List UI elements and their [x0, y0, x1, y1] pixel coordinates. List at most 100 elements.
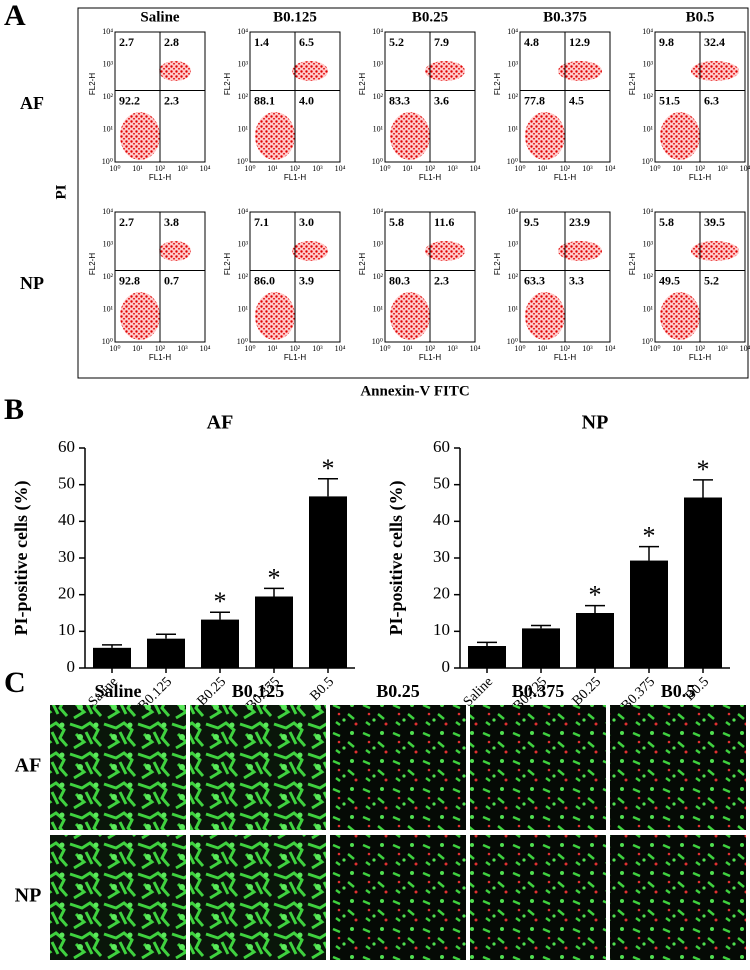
- quadrant-value: 92.8: [119, 273, 140, 287]
- x-tick-label: 10⁴: [335, 344, 346, 353]
- y-tick-label: 10²: [643, 272, 654, 281]
- x-tick-label: 10⁰: [244, 344, 255, 353]
- y-axis-label: FL2-H: [493, 73, 502, 95]
- y-tick-label: 60: [58, 437, 75, 456]
- y-tick-label: 10³: [508, 239, 519, 248]
- micrograph: [50, 705, 186, 830]
- cell-cluster: [292, 241, 328, 261]
- x-tick-label: 10⁴: [335, 164, 346, 173]
- y-tick-label: 20: [58, 584, 75, 603]
- x-axis-label: FL1-H: [419, 173, 441, 182]
- x-tick-label: 10³: [312, 164, 323, 173]
- x-tick-label: 10³: [177, 164, 188, 173]
- x-axis-label: FL1-H: [149, 353, 171, 362]
- x-tick-label: B0.5: [308, 674, 338, 704]
- cell-cluster: [660, 292, 700, 340]
- x-tick-label: 10¹: [672, 344, 683, 353]
- y-tick-label: 10⁰: [372, 157, 383, 166]
- quadrant-value: 6.5: [299, 35, 314, 49]
- x-tick-label: 10¹: [402, 164, 413, 173]
- quadrant-value: 2.3: [164, 93, 179, 107]
- x-tick-label: 10⁴: [605, 344, 616, 353]
- quadrant-value: 3.6: [434, 93, 449, 107]
- quadrant-value: 5.8: [659, 215, 674, 229]
- quadrant-value: 86.0: [254, 273, 275, 287]
- cell-cluster: [425, 241, 465, 261]
- column-header: B0.25: [412, 9, 448, 25]
- x-tick-label: 10²: [695, 344, 706, 353]
- row-label: AF: [20, 93, 44, 113]
- quadrant-value: 88.1: [254, 93, 275, 107]
- quadrant-value: 63.3: [524, 273, 545, 287]
- micrograph: [190, 835, 326, 960]
- y-tick-label: 10³: [373, 59, 384, 68]
- quadrant-value: 39.5: [704, 215, 725, 229]
- quadrant-value: 2.3: [434, 273, 449, 287]
- y-axis-title: PI-positive cells (%): [386, 481, 407, 636]
- y-tick-label: 10⁰: [507, 157, 518, 166]
- y-tick-label: 10⁰: [237, 157, 248, 166]
- x-axis-label: FL1-H: [149, 173, 171, 182]
- significance-mark: *: [697, 455, 710, 484]
- cell-cluster: [425, 61, 465, 81]
- micrograph: [610, 705, 746, 830]
- y-axis-label: FL2-H: [88, 73, 97, 95]
- bar: [522, 628, 560, 668]
- y-tick-label: 60: [433, 437, 450, 456]
- x-tick-label: 10³: [312, 344, 323, 353]
- bar: [147, 638, 185, 668]
- y-tick-label: 10³: [238, 239, 249, 248]
- error-bar: [693, 479, 713, 498]
- bar: [255, 596, 293, 668]
- x-tick-label: 10³: [717, 164, 728, 173]
- y-tick-label: 10³: [103, 59, 114, 68]
- error-bar: [102, 644, 122, 648]
- y-tick-label: 10⁴: [642, 27, 653, 36]
- x-tick-label: 10⁴: [605, 164, 616, 173]
- y-tick-label: 0: [67, 657, 76, 676]
- x-tick-label: 10¹: [672, 164, 683, 173]
- cell-cluster: [120, 292, 160, 340]
- x-tick-label: 10⁰: [109, 164, 120, 173]
- micrograph: [330, 835, 466, 960]
- column-header: B0.25: [376, 681, 420, 701]
- y-tick-label: 10¹: [508, 124, 519, 133]
- x-tick-label: 10¹: [402, 344, 413, 353]
- y-axis-label: FL2-H: [358, 73, 367, 95]
- x-tick-label: 10⁰: [649, 344, 660, 353]
- quadrant-value: 23.9: [569, 215, 590, 229]
- x-tick-label: 10⁰: [379, 164, 390, 173]
- x-tick-label: 10⁴: [200, 344, 211, 353]
- y-tick-label: 10¹: [238, 124, 249, 133]
- column-header: B0.5: [686, 9, 715, 25]
- x-tick-label: 10²: [155, 164, 166, 173]
- micrograph: [610, 835, 746, 960]
- y-title: PI: [53, 184, 69, 199]
- panel-label: C: [4, 666, 26, 699]
- quadrant-value: 0.7: [164, 273, 179, 287]
- y-tick-label: 10²: [508, 92, 519, 101]
- x-tick-label: 10²: [560, 344, 571, 353]
- cell-cluster: [390, 292, 430, 340]
- y-tick-label: 0: [442, 657, 451, 676]
- column-header: B0.375: [543, 9, 587, 25]
- cell-cluster: [292, 61, 328, 81]
- quadrant-value: 5.8: [389, 215, 404, 229]
- y-tick-label: 10: [58, 620, 75, 639]
- significance-mark: *: [322, 454, 335, 483]
- x-tick-label: 10¹: [132, 344, 143, 353]
- cell-cluster: [558, 241, 602, 261]
- cell-cluster: [558, 61, 602, 81]
- quadrant-value: 7.9: [434, 35, 449, 49]
- cell-cluster: [159, 61, 191, 81]
- cell-cluster: [390, 112, 430, 160]
- y-tick-label: 10⁴: [507, 207, 518, 216]
- quadrant-value: 4.0: [299, 93, 314, 107]
- x-tick-label: 10³: [582, 344, 593, 353]
- cell-cluster: [255, 292, 295, 340]
- quadrant-value: 11.6: [434, 215, 454, 229]
- y-axis-title: PI-positive cells (%): [11, 481, 32, 636]
- y-tick-label: 10⁴: [642, 207, 653, 216]
- y-tick-label: 10⁰: [102, 157, 113, 166]
